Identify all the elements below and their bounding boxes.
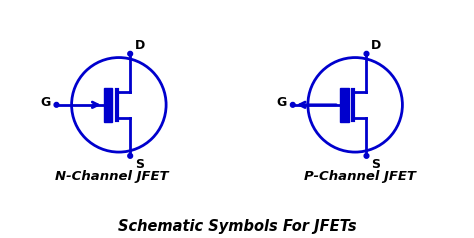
Text: G: G [277,96,287,109]
Circle shape [54,102,59,107]
Text: Schematic Symbols For JFETs: Schematic Symbols For JFETs [118,219,356,234]
Text: G: G [41,96,51,109]
Circle shape [364,154,369,158]
Text: D: D [371,39,382,52]
Text: D: D [135,39,145,52]
Circle shape [128,154,133,158]
Text: S: S [371,158,380,171]
Circle shape [291,102,295,107]
Circle shape [364,51,369,56]
Bar [104,88,112,122]
Text: P-Channel JFET: P-Channel JFET [304,170,416,183]
Bar [340,88,348,122]
Text: N-Channel JFET: N-Channel JFET [55,170,169,183]
Circle shape [128,51,133,56]
Text: S: S [135,158,144,171]
